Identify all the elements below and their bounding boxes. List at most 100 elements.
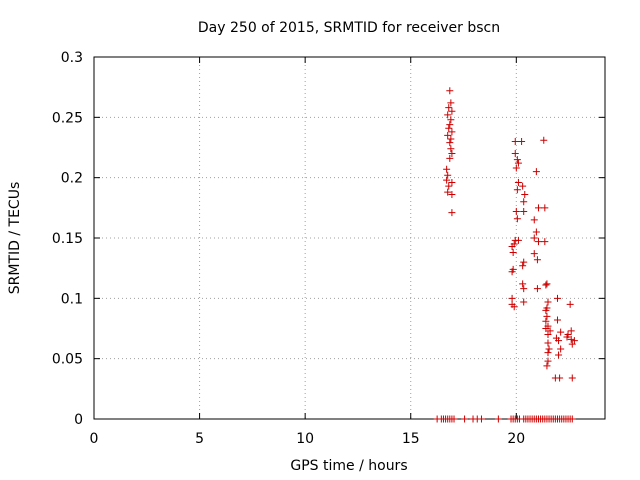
- data-point: [448, 191, 456, 199]
- data-point: [445, 124, 453, 132]
- data-point: [510, 303, 518, 311]
- data-point: [512, 207, 520, 215]
- data-point: [542, 317, 550, 325]
- data-point: [443, 176, 451, 184]
- data-point: [494, 415, 502, 423]
- grid-lines: [94, 57, 605, 419]
- data-point: [447, 116, 455, 124]
- ticks: 0 5 10 15 20 0 0.05 0.1 0.15 0.2 0.25 0.3: [52, 50, 605, 447]
- chart-title: Day 250 of 2015, SRMTID for receiver bsc…: [198, 20, 500, 36]
- data-point: [446, 139, 454, 147]
- data-point: [568, 415, 576, 423]
- data-point: [553, 294, 561, 302]
- data-point: [568, 374, 576, 382]
- data-point: [520, 285, 528, 293]
- x-tick-label: 15: [402, 431, 420, 447]
- data-point: [447, 145, 455, 153]
- data-point: [445, 104, 453, 112]
- data-point: [448, 107, 456, 115]
- data-point: [513, 215, 521, 223]
- data-point: [556, 374, 564, 382]
- data-point: [448, 128, 456, 136]
- data-point: [557, 328, 565, 336]
- data-point: [521, 191, 529, 199]
- data-point: [534, 204, 542, 212]
- data-point: [570, 337, 578, 345]
- data-point: [446, 121, 454, 129]
- data-point: [540, 136, 548, 144]
- data-point: [557, 345, 565, 353]
- data-point: [543, 362, 551, 370]
- x-axis-label: GPS time / hours: [290, 458, 407, 474]
- data-point: [530, 234, 538, 242]
- data-point: [444, 131, 452, 139]
- data-point: [518, 137, 526, 145]
- data-point: [448, 150, 456, 158]
- data-point: [542, 306, 550, 314]
- y-tick-label: 0: [74, 412, 83, 428]
- data-point: [544, 357, 552, 365]
- data-point: [514, 236, 522, 244]
- data-point: [541, 238, 549, 246]
- data-point: [555, 337, 563, 345]
- data-point: [508, 268, 516, 276]
- data-point: [567, 335, 575, 343]
- data-point: [508, 242, 516, 250]
- data-point: [519, 262, 527, 270]
- data-point: [533, 285, 541, 293]
- data-point: [566, 300, 574, 308]
- data-point: [543, 312, 551, 320]
- data-point: [541, 204, 549, 212]
- x-tick-label: 20: [507, 431, 525, 447]
- data-point: [444, 111, 452, 119]
- data-point: [447, 99, 455, 107]
- y-tick-label: 0.2: [61, 171, 83, 187]
- data-point: [514, 159, 522, 167]
- data-point: [543, 280, 551, 288]
- data-point: [511, 137, 519, 145]
- data-point: [519, 280, 527, 288]
- data-point: [444, 171, 452, 179]
- data-point: [533, 256, 541, 264]
- data-point: [567, 327, 575, 335]
- data-points: [433, 87, 578, 423]
- data-point: [534, 238, 542, 246]
- data-point: [444, 188, 452, 196]
- data-point: [443, 165, 451, 173]
- data-point: [445, 182, 453, 190]
- data-point: [447, 135, 455, 143]
- y-tick-label: 0.1: [61, 291, 83, 307]
- data-point: [544, 349, 552, 357]
- data-point: [530, 216, 538, 224]
- data-point: [553, 316, 561, 324]
- data-point: [568, 340, 576, 348]
- data-point: [446, 154, 454, 162]
- data-point: [544, 298, 552, 306]
- x-tick-label: 5: [195, 431, 204, 447]
- data-point: [520, 258, 528, 266]
- data-point: [512, 164, 520, 172]
- data-point: [532, 228, 540, 236]
- data-point: [509, 248, 517, 256]
- y-tick-label: 0.05: [52, 352, 83, 368]
- data-point: [461, 415, 469, 423]
- data-point: [563, 333, 571, 341]
- data-point: [546, 327, 554, 335]
- data-point: [450, 415, 458, 423]
- data-point: [545, 345, 553, 353]
- data-point: [520, 207, 528, 215]
- data-point: [519, 182, 527, 190]
- data-point: [508, 294, 516, 302]
- data-point: [448, 209, 456, 217]
- data-point: [542, 281, 550, 289]
- x-tick-label: 0: [90, 431, 99, 447]
- data-point: [513, 186, 521, 194]
- data-point: [477, 415, 485, 423]
- data-point: [446, 87, 454, 95]
- data-point: [511, 150, 519, 158]
- data-point: [542, 325, 550, 332]
- data-point: [520, 198, 528, 206]
- data-point: [555, 351, 563, 359]
- y-tick-label: 0.25: [52, 110, 83, 126]
